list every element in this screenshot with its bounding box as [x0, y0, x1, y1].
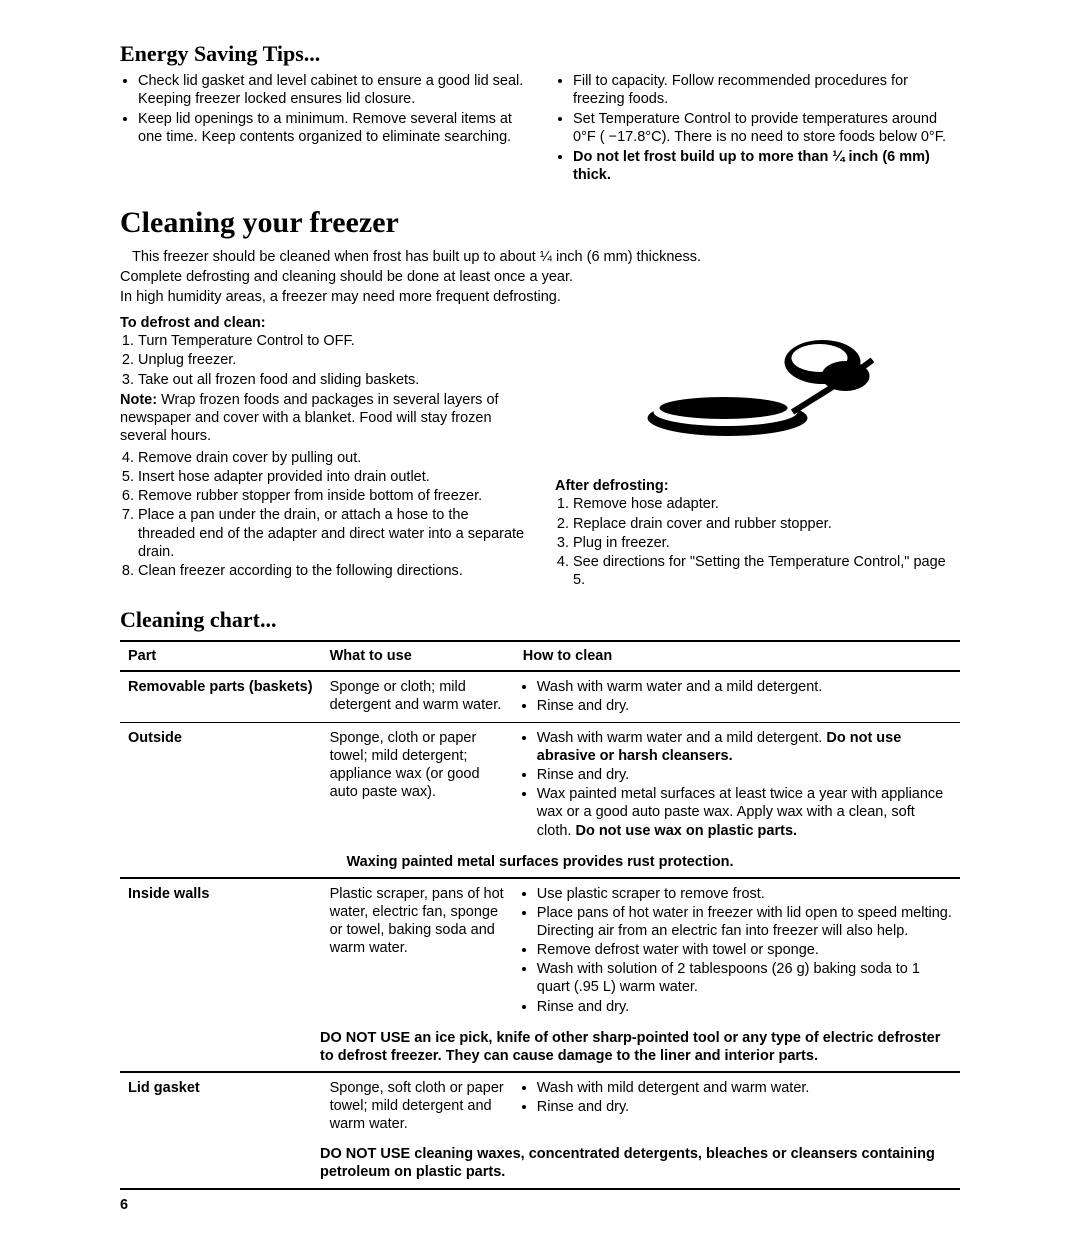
- defrost-steps-b: Remove drain cover by pulling out. Inser…: [120, 449, 525, 580]
- energy-saving-heading: Energy Saving Tips...: [120, 40, 960, 68]
- energy-bullet: Fill to capacity. Follow recommended pro…: [573, 72, 960, 108]
- energy-right-col: Fill to capacity. Follow recommended pro…: [555, 72, 960, 187]
- energy-bullet: Keep lid openings to a minimum. Remove s…: [138, 110, 525, 146]
- th-how: How to clean: [515, 641, 960, 671]
- energy-left-col: Check lid gasket and level cabinet to en…: [120, 72, 525, 187]
- cell-what: Sponge or cloth; mild detergent and warm…: [322, 671, 515, 723]
- cell-what: Plastic scraper, pans of hot water, elec…: [322, 878, 515, 1023]
- step: Clean freezer according to the following…: [138, 562, 525, 580]
- intro-line: Complete defrosting and cleaning should …: [120, 268, 960, 286]
- cell-what: Sponge, soft cloth or paper towel; mild …: [322, 1072, 515, 1139]
- cell-part: Removable parts (baskets): [120, 671, 322, 723]
- how-item: Remove defrost water with towel or spong…: [537, 941, 952, 959]
- defrost-heading: To defrost and clean:: [120, 314, 525, 332]
- defrost-steps-a: Turn Temperature Control to OFF. Unplug …: [120, 332, 525, 388]
- cell-part: Outside: [120, 722, 322, 846]
- how-item: Wash with solution of 2 tablespoons (26 …: [537, 960, 952, 996]
- after-steps: Remove hose adapter. Replace drain cover…: [555, 495, 960, 589]
- row-note: DO NOT USE an ice pick, knife of other s…: [120, 1023, 960, 1072]
- how-item: Wash with warm water and a mild detergen…: [537, 729, 952, 765]
- how-item: Wax painted metal surfaces at least twic…: [537, 785, 952, 839]
- step: Remove drain cover by pulling out.: [138, 449, 525, 467]
- cleaning-heading: Cleaning your freezer: [120, 204, 960, 242]
- after-heading: After defrosting:: [555, 477, 960, 495]
- row-note: Waxing painted metal surfaces provides r…: [120, 847, 960, 878]
- chart-heading: Cleaning chart...: [120, 606, 960, 634]
- cell-how: Wash with mild detergent and warm water.…: [515, 1072, 960, 1139]
- how-item: Wash with mild detergent and warm water.: [537, 1079, 952, 1097]
- note-text: Wrap frozen foods and packages in severa…: [120, 392, 499, 444]
- after-step: Remove hose adapter.: [573, 495, 960, 513]
- cell-what: Sponge, cloth or paper towel; mild deter…: [322, 722, 515, 846]
- how-item: Rinse and dry.: [537, 697, 952, 715]
- cell-part: Lid gasket: [120, 1072, 322, 1139]
- row-note: DO NOT USE cleaning waxes, concentrated …: [120, 1139, 960, 1188]
- defrost-note: Note: Wrap frozen foods and packages in …: [120, 391, 525, 445]
- page-number: 6: [120, 1196, 960, 1214]
- how-item: Use plastic scraper to remove frost.: [537, 885, 952, 903]
- how-item: Rinse and dry.: [537, 1098, 952, 1116]
- after-step: Replace drain cover and rubber stopper.: [573, 515, 960, 533]
- intro-line: This freezer should be cleaned when fros…: [132, 248, 960, 266]
- step: Unplug freezer.: [138, 351, 525, 369]
- cell-how: Wash with warm water and a mild detergen…: [515, 671, 960, 723]
- cleaning-intro: This freezer should be cleaned when fros…: [120, 248, 960, 306]
- defrost-left: To defrost and clean: Turn Temperature C…: [120, 314, 525, 590]
- step: Place a pan under the drain, or attach a…: [138, 506, 525, 560]
- step: Remove rubber stopper from inside bottom…: [138, 487, 525, 505]
- drain-figure: [555, 320, 960, 460]
- intro-line: In high humidity areas, a freezer may ne…: [120, 288, 960, 306]
- step: Turn Temperature Control to OFF.: [138, 332, 525, 350]
- cell-how: Use plastic scraper to remove frost.Plac…: [515, 878, 960, 1023]
- energy-bullet: Check lid gasket and level cabinet to en…: [138, 72, 525, 108]
- defrost-columns: To defrost and clean: Turn Temperature C…: [120, 314, 960, 590]
- cell-part: Inside walls: [120, 878, 322, 1023]
- after-step: Plug in freezer.: [573, 534, 960, 552]
- how-item: Rinse and dry.: [537, 766, 952, 784]
- how-item: Rinse and dry.: [537, 998, 952, 1016]
- after-step: See directions for "Setting the Temperat…: [573, 553, 960, 589]
- th-part: Part: [120, 641, 322, 671]
- step: Insert hose adapter provided into drain …: [138, 468, 525, 486]
- energy-bullet: Set Temperature Control to provide tempe…: [573, 110, 960, 146]
- energy-saving-columns: Check lid gasket and level cabinet to en…: [120, 72, 960, 187]
- how-item: Place pans of hot water in freezer with …: [537, 904, 952, 940]
- how-item: Wash with warm water and a mild detergen…: [537, 678, 952, 696]
- note-bold: Note:: [120, 392, 157, 408]
- cleaning-chart-table: Part What to use How to clean Removable …: [120, 640, 960, 1190]
- defrost-right: After defrosting: Remove hose adapter. R…: [555, 314, 960, 590]
- step: Take out all frozen food and sliding bas…: [138, 371, 525, 389]
- energy-bullet-bold: Do not let frost build up to more than ¼…: [573, 148, 960, 184]
- cell-how: Wash with warm water and a mild detergen…: [515, 722, 960, 846]
- th-what: What to use: [322, 641, 515, 671]
